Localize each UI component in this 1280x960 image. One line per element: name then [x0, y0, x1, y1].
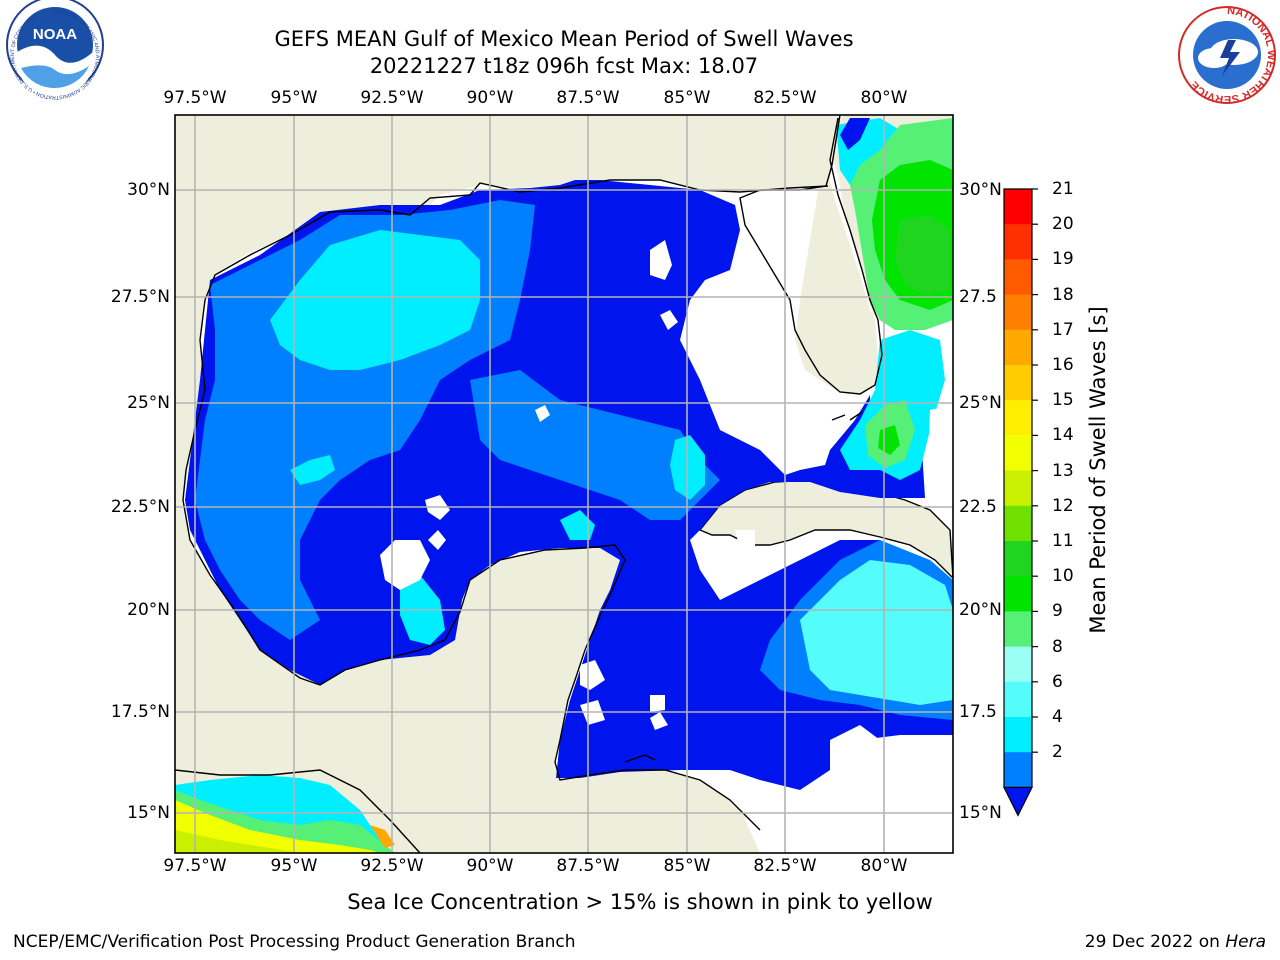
lon-tick-bottom: 85°W — [663, 856, 711, 876]
colorbar — [1003, 188, 1038, 817]
lon-tick-top: 90°W — [466, 88, 514, 108]
colorbar-band — [1004, 189, 1032, 225]
lon-tick-bottom: 90°W — [466, 856, 514, 876]
colorbar-tick-label: 15 — [1052, 390, 1074, 411]
lat-tick-right: 27.5 — [959, 287, 997, 307]
colorbar-tick-label: 20 — [1052, 214, 1074, 235]
colorbar-tick-label: 10 — [1052, 566, 1074, 587]
colorbar-tick-label: 13 — [1052, 460, 1074, 481]
lat-tick-left: 20°N — [127, 600, 170, 620]
map-graticule — [175, 115, 953, 853]
lat-tick-right: 15°N — [959, 803, 1002, 823]
swell-period-field — [175, 118, 953, 853]
colorbar-band — [1004, 294, 1032, 331]
colorbar-band — [1004, 329, 1032, 366]
colorbar-title: Mean Period of Swell Waves [s] — [1086, 306, 1110, 634]
colorbar-band — [1004, 400, 1032, 436]
colorbar-tick-label: 4 — [1052, 707, 1063, 727]
lat-tick-left: 22.5°N — [110, 497, 170, 517]
lon-tick-top: 92.5°W — [360, 88, 424, 108]
map-title: GEFS MEAN Gulf of Mexico Mean Period of … — [274, 27, 854, 51]
lon-tick-bottom: 82.5°W — [753, 856, 817, 876]
footer-date: 29 Dec 2022 on Hera — [1084, 932, 1266, 952]
colorbar-band — [1004, 752, 1032, 788]
lat-tick-left: 27.5°N — [110, 287, 170, 307]
lon-tick-top: 97.5°W — [163, 88, 227, 108]
noaa-logo: NOAA NATIONAL OCEANIC AND ATMOSPHERIC AD… — [6, 0, 104, 100]
nws-logo: NATIONAL WEATHER SERVICE — [1178, 5, 1277, 105]
colorbar-frame — [1003, 188, 1033, 788]
colorbar-tick-label: 11 — [1052, 531, 1074, 551]
lat-tick-right: 17.5 — [959, 702, 997, 722]
lon-tick-bottom: 80°W — [860, 856, 908, 876]
colorbar-band — [1004, 541, 1032, 577]
lat-tick-right: 22.5 — [959, 497, 997, 517]
lon-tick-top: 95°W — [270, 88, 318, 108]
colorbar-band — [1004, 224, 1032, 260]
colorbar-tick-label: 12 — [1052, 495, 1074, 516]
colorbar-tick-label: 19 — [1052, 249, 1074, 270]
colorbar-tick-label: 8 — [1052, 636, 1063, 657]
lat-tick-right: 20°N — [959, 600, 1002, 620]
colorbar-band — [1004, 470, 1032, 507]
lon-tick-top: 87.5°W — [556, 88, 620, 108]
colorbar-tick-label: 18 — [1052, 284, 1074, 305]
lon-tick-top: 82.5°W — [753, 88, 817, 108]
colorbar-band — [1004, 435, 1032, 472]
map-plot-area — [175, 115, 953, 853]
colorbar-band — [1004, 576, 1032, 612]
colorbar-band — [1004, 646, 1032, 683]
map-subtitle: 20221227 t18z 096h fcst Max: 18.07 — [369, 54, 759, 78]
noaa-logo-text: NOAA — [33, 26, 77, 43]
footer-credit: NCEP/EMC/Verification Post Processing Pr… — [13, 932, 576, 952]
lat-tick-left: 15°N — [127, 803, 170, 823]
colorbar-tick-label: 16 — [1052, 355, 1074, 375]
colorbar-tick-label: 2 — [1052, 742, 1063, 763]
map-frame — [174, 114, 954, 854]
lon-tick-bottom: 92.5°W — [360, 856, 424, 876]
lon-tick-bottom: 95°W — [270, 856, 318, 876]
footer-host: Hera — [1225, 932, 1266, 952]
colorbar-band — [1004, 505, 1032, 542]
colorbar-extend-arrow — [1003, 786, 1033, 817]
lon-tick-top: 85°W — [663, 88, 711, 108]
colorbar-band — [1004, 611, 1032, 648]
lat-tick-right: 25°N — [959, 393, 1002, 413]
colorbar-band — [1004, 717, 1032, 753]
lat-tick-left: 25°N — [127, 393, 170, 413]
lon-tick-bottom: 97.5°W — [163, 856, 227, 876]
lat-tick-left: 17.5°N — [110, 702, 170, 722]
colorbar-tick-label: 14 — [1052, 425, 1074, 446]
lat-tick-left: 30°N — [127, 180, 170, 200]
lon-tick-top: 80°W — [860, 88, 908, 108]
lon-tick-bottom: 87.5°W — [556, 856, 620, 876]
colorbar-tick-label: 9 — [1052, 601, 1063, 622]
colorbar-band — [1004, 681, 1032, 718]
colorbar-tick-label: 21 — [1052, 179, 1074, 199]
colorbar-tick-label: 17 — [1052, 319, 1074, 340]
colorbar-tick-label: 6 — [1052, 671, 1063, 692]
lat-tick-right: 30°N — [959, 180, 1002, 200]
colorbar-band — [1004, 259, 1032, 296]
colorbar-band — [1004, 365, 1032, 401]
